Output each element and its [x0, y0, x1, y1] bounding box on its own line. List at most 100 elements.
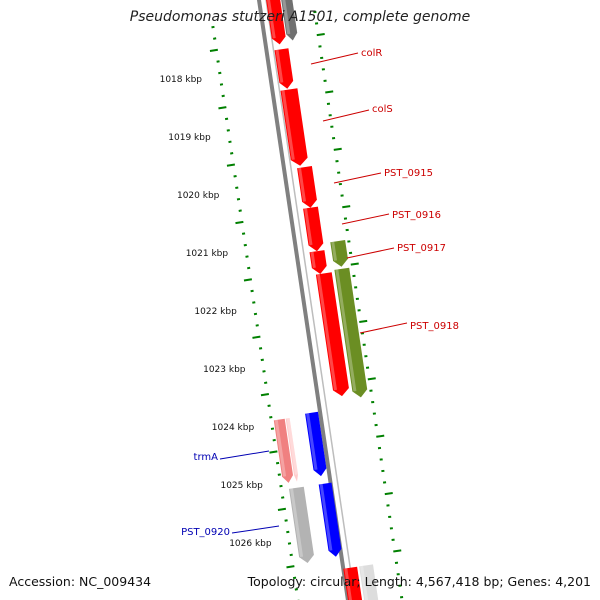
gene-arrow: [309, 250, 327, 274]
gene-label-leader: [341, 213, 390, 225]
scale-tick: [294, 588, 298, 591]
gene-arrow-highlight: [304, 208, 313, 246]
gene-label-leader: [310, 52, 359, 65]
gene-arrow-highlight: [360, 565, 369, 600]
scale-tick: [260, 393, 270, 397]
gene-label-leader: [219, 450, 270, 460]
gene-arrow: [280, 88, 308, 166]
scale-label: 1021 kbp: [186, 249, 229, 259]
gene-arrow-highlight: [344, 568, 352, 600]
scale-tick: [260, 358, 264, 362]
gene-label-leader: [346, 247, 395, 259]
scale-tick: [292, 576, 297, 580]
gene-arrow: [334, 267, 368, 398]
gene-arrow-highlight: [282, 0, 291, 35]
scale-tick: [252, 335, 261, 339]
gc-tick: [359, 319, 368, 323]
scale-tick: [286, 565, 295, 569]
gene-arrow-highlight: [310, 251, 316, 268]
scale-tick: [209, 48, 219, 53]
scale-tick: [211, 25, 215, 29]
gene-arrow-highlight: [275, 49, 284, 83]
gc-tick: [333, 147, 342, 151]
scale-tick: [281, 496, 285, 499]
scale-tick: [277, 473, 281, 476]
scale-tick: [213, 37, 217, 40]
scale-tick: [252, 301, 256, 304]
gene-arrow-highlight: [267, 0, 276, 39]
scale-tick: [247, 266, 251, 270]
gene-label-leader: [359, 322, 408, 334]
scale-tick: [253, 312, 258, 316]
gene-label-leader: [322, 109, 370, 122]
gene-arrow: [289, 486, 314, 563]
gene-arrow-highlight: [335, 269, 357, 392]
gene-arrow-highlight: [298, 167, 306, 202]
gene-arrow: [315, 272, 349, 397]
scale-tick: [269, 450, 278, 454]
gene-arrow: [318, 482, 342, 557]
scale-tick: [272, 438, 276, 442]
scale-tick: [250, 289, 254, 293]
scale-label: 1026 kbp: [229, 539, 272, 549]
scale-tick: [243, 243, 247, 247]
gene-arrow-highlight: [274, 419, 287, 477]
scale-tick: [279, 484, 283, 488]
scale-tick: [275, 461, 280, 465]
gc-tick: [316, 33, 325, 37]
gc-tick: [350, 262, 359, 266]
gene-label: PST_0917: [397, 243, 446, 254]
map-title: Pseudomonas stutzeri A1501, complete gen…: [129, 9, 471, 25]
gene-arrow: [343, 566, 363, 600]
gene-arrow-highlight: [290, 488, 304, 557]
genome-backbone-inner: [265, 0, 356, 600]
tick-layer: [209, 10, 404, 600]
scale-tick: [218, 106, 227, 110]
gene-label: PST_0916: [392, 210, 441, 221]
gene-arrow-highlight: [331, 241, 337, 261]
genome-summary-text: Topology: circular; Length: 4,567,418 bp…: [247, 574, 591, 589]
gc-tick: [325, 90, 334, 94]
gene-arrow: [285, 418, 298, 482]
gene-arrow: [281, 0, 298, 41]
gc-tick: [384, 492, 393, 496]
leader-line-layer: [219, 52, 408, 534]
scale-tick: [269, 415, 273, 419]
gene-label-leader: [231, 525, 280, 534]
gene-arrow: [305, 411, 327, 477]
gc-tick: [367, 377, 376, 381]
gene-label: trmA: [194, 452, 219, 463]
gene-arrow: [359, 564, 379, 600]
gene-arrow-highlight: [281, 90, 295, 160]
scale-tick: [241, 232, 246, 235]
scale-tick: [258, 347, 263, 350]
gene-arrow-highlight: [306, 413, 318, 470]
gene-arrow: [330, 240, 348, 267]
scale-tick: [287, 542, 292, 545]
scale-tick: [245, 255, 249, 258]
scale-tick: [216, 60, 220, 63]
gene-label: PST_0915: [384, 168, 433, 179]
gene-label: colR: [361, 48, 382, 59]
scale-tick: [284, 519, 288, 522]
scale-tick: [267, 404, 271, 408]
scale-tick: [243, 278, 253, 282]
scale-tick: [286, 530, 290, 534]
scale-tick: [264, 381, 268, 385]
gc-tick: [393, 549, 402, 553]
scale-tick: [255, 324, 259, 327]
scale-label: 1019 kbp: [168, 133, 211, 143]
gene-arrow: [266, 0, 286, 45]
gene-arrow: [303, 206, 324, 252]
scale-tick: [226, 163, 236, 167]
scale-label: 1024 kbp: [212, 423, 255, 433]
gene-arrow-highlight: [319, 483, 333, 551]
scale-tick: [262, 370, 266, 373]
scale-tick: [277, 507, 287, 512]
scale-label: 1025 kbp: [220, 481, 263, 491]
scale-label: 1022 kbp: [194, 307, 237, 317]
scale-tick: [289, 553, 293, 557]
gene-label-layer: colR colS PST_0915 PST_0916 PST_0917 PST_0918…: [181, 48, 459, 538]
